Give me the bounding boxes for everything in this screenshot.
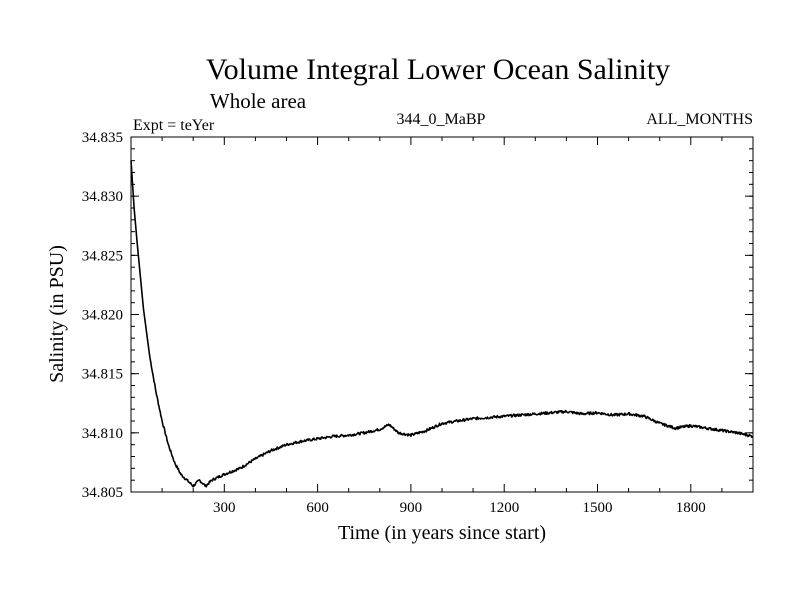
x-tick-label: 1800 bbox=[676, 500, 706, 516]
y-tick-label: 34.825 bbox=[82, 248, 123, 264]
x-axis: 300 600 900 1200 1500 1800 bbox=[161, 137, 723, 516]
chart-title: Volume Integral Lower Ocean Salinity bbox=[206, 53, 670, 86]
y-tick-label: 34.805 bbox=[82, 485, 123, 501]
chart-subtitle: Whole area bbox=[210, 89, 307, 113]
plot-frame bbox=[130, 136, 754, 493]
x-tick-label: 1200 bbox=[489, 500, 519, 516]
y-tick-label: 34.835 bbox=[82, 130, 123, 146]
y-tick-label: 34.810 bbox=[82, 426, 123, 442]
series-line-salinity bbox=[130, 160, 754, 488]
x-axis-label: Time (in years since start) bbox=[338, 522, 546, 544]
experiment-label: Expt = teYer bbox=[133, 117, 215, 134]
x-tick-label: 600 bbox=[306, 500, 329, 516]
x-tick-label: 900 bbox=[400, 500, 423, 516]
run-label: 344_0_MaBP bbox=[397, 111, 486, 128]
y-tick-label: 34.820 bbox=[82, 308, 123, 324]
y-tick-label: 34.830 bbox=[82, 189, 123, 205]
series-layer bbox=[130, 160, 754, 488]
months-label: ALL_MONTHS bbox=[646, 111, 753, 128]
y-axis-label: Salinity (in PSU) bbox=[46, 245, 68, 383]
x-tick-label: 300 bbox=[213, 500, 236, 516]
x-tick-label: 1500 bbox=[583, 500, 613, 516]
y-tick-label: 34.815 bbox=[82, 367, 123, 383]
y-axis: 34.805 34.810 34.815 34.820 34.825 34.830 34.8… bbox=[82, 130, 753, 501]
